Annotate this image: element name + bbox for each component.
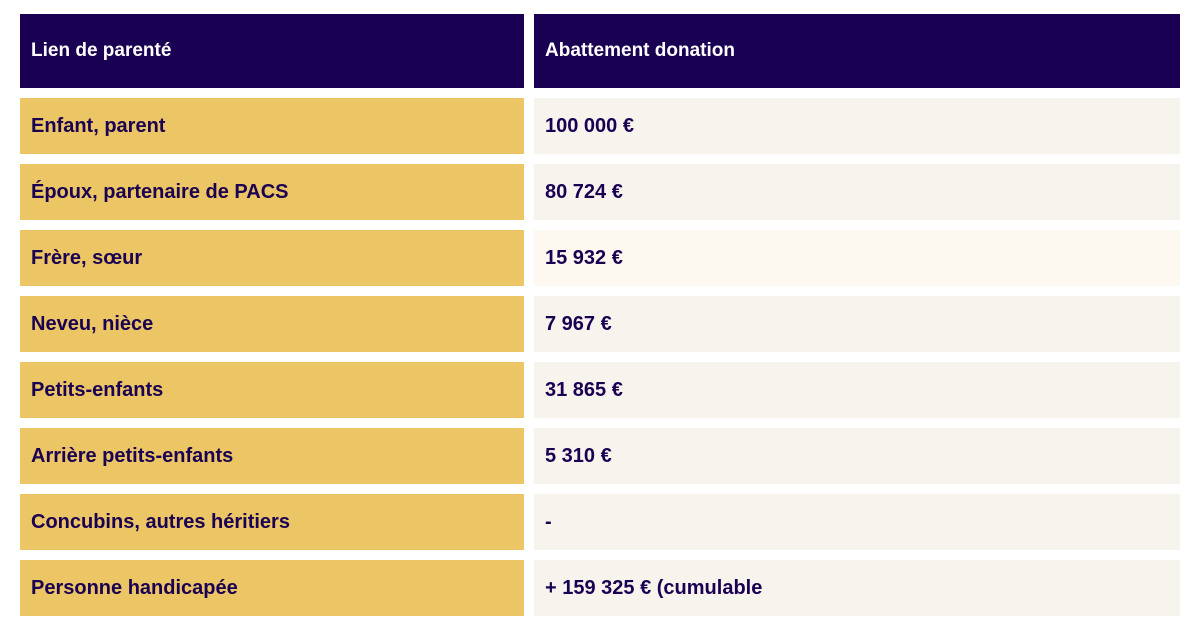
amount-cell: 15 932 € [534, 230, 1180, 286]
table-header-row: Lien de parenté Abattement donation [20, 14, 1180, 88]
table-row: Frère, sœur 15 932 € [20, 230, 1180, 286]
relation-cell: Frère, sœur [20, 230, 524, 286]
table-row: Époux, partenaire de PACS 80 724 € [20, 164, 1180, 220]
amount-cell: 100 000 € [534, 98, 1180, 154]
relation-cell: Arrière petits-enfants [20, 428, 524, 484]
relation-cell: Petits-enfants [20, 362, 524, 418]
relation-cell: Concubins, autres héritiers [20, 494, 524, 550]
relation-cell: Époux, partenaire de PACS [20, 164, 524, 220]
relation-cell: Personne handicapée [20, 560, 524, 616]
amount-cell: 31 865 € [534, 362, 1180, 418]
donation-allowance-table: Lien de parenté Abattement donation Enfa… [20, 14, 1180, 626]
amount-cell: 7 967 € [534, 296, 1180, 352]
amount-cell: - [534, 494, 1180, 550]
amount-cell: 5 310 € [534, 428, 1180, 484]
table-row: Enfant, parent 100 000 € [20, 98, 1180, 154]
relation-cell: Neveu, nièce [20, 296, 524, 352]
amount-cell: + 159 325 € (cumulable [534, 560, 1180, 616]
table-row: Petits-enfants 31 865 € [20, 362, 1180, 418]
header-allowance: Abattement donation [534, 14, 1180, 88]
table-row: Neveu, nièce 7 967 € [20, 296, 1180, 352]
table-row: Personne handicapée + 159 325 € (cumulab… [20, 560, 1180, 616]
table-row: Concubins, autres héritiers - [20, 494, 1180, 550]
amount-cell: 80 724 € [534, 164, 1180, 220]
relation-cell: Enfant, parent [20, 98, 524, 154]
header-relation: Lien de parenté [20, 14, 524, 88]
table-row: Arrière petits-enfants 5 310 € [20, 428, 1180, 484]
